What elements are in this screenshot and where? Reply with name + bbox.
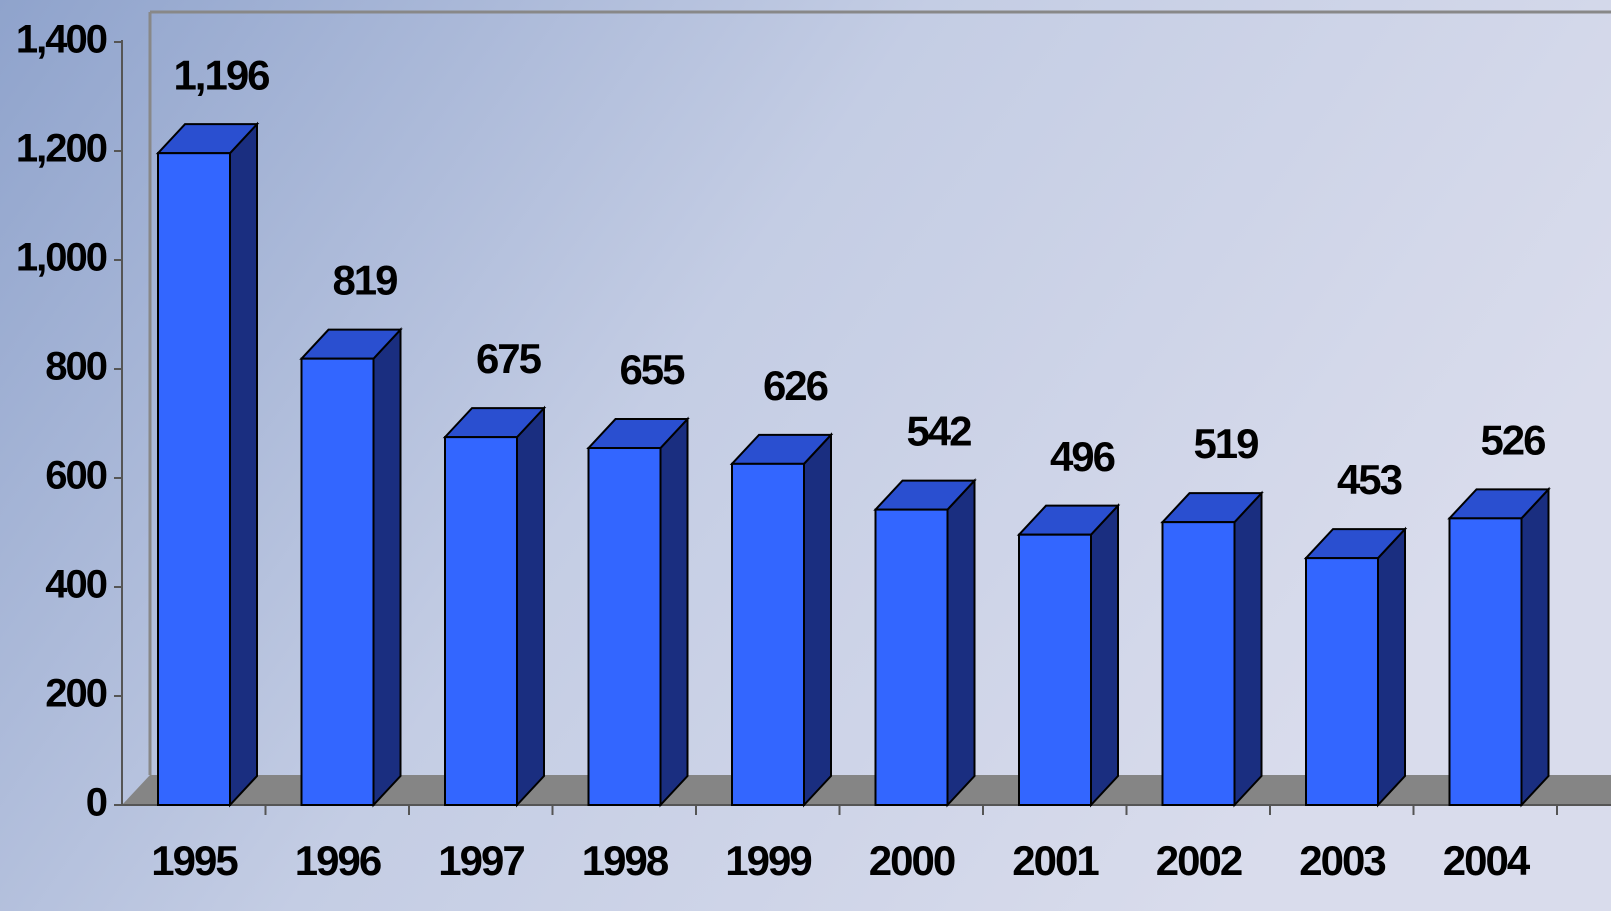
bar [874, 508, 949, 806]
y-tick-label: 800 [45, 345, 106, 389]
bar-side [1090, 503, 1119, 808]
bar-side [803, 432, 832, 808]
data-label: 453 [1337, 456, 1402, 503]
data-label: 655 [619, 346, 685, 393]
data-label: 626 [763, 362, 828, 409]
x-tick-label: 2004 [1443, 837, 1531, 884]
x-tick-label: 2001 [1012, 837, 1099, 884]
x-tick-label: 1998 [582, 837, 669, 884]
bar-side [1233, 490, 1263, 808]
x-tick-label: 1995 [151, 837, 238, 884]
bar-side [1520, 486, 1550, 808]
x-tick-label: 2000 [869, 837, 955, 884]
y-tick-label: 600 [45, 454, 106, 498]
bar [157, 152, 231, 806]
x-tick-label: 1997 [438, 837, 524, 884]
y-tick-label: 0 [86, 781, 107, 825]
data-label: 819 [332, 257, 397, 304]
bar-side [372, 327, 402, 808]
bar-side [659, 416, 689, 808]
data-label: 1,196 [173, 51, 269, 98]
data-label: 519 [1193, 420, 1258, 467]
y-tick-label: 1,400 [16, 18, 107, 62]
bar [1161, 521, 1236, 807]
x-tick-label: 1996 [295, 837, 381, 884]
bar [1448, 517, 1523, 807]
bar-side [516, 405, 545, 808]
data-label: 496 [1050, 433, 1115, 480]
bar [587, 447, 662, 806]
bar [1018, 533, 1092, 806]
bar [731, 462, 805, 806]
bar [444, 436, 518, 806]
y-tick-label: 200 [45, 672, 106, 716]
y-tick-label: 1,000 [16, 236, 107, 280]
data-label: 526 [1480, 416, 1545, 463]
y-tick-label: 400 [45, 563, 106, 607]
y-tick-label: 1,200 [16, 127, 107, 171]
x-tick-label: 2002 [1156, 837, 1242, 884]
data-label: 542 [906, 408, 971, 455]
x-tick-label: 1999 [725, 837, 811, 884]
bar-side [229, 121, 258, 808]
bar [300, 357, 375, 806]
bar-side [1377, 526, 1406, 808]
data-label: 675 [476, 335, 542, 382]
bar [1305, 557, 1379, 806]
x-tick-label: 2003 [1299, 837, 1385, 884]
bar-side [946, 478, 976, 808]
